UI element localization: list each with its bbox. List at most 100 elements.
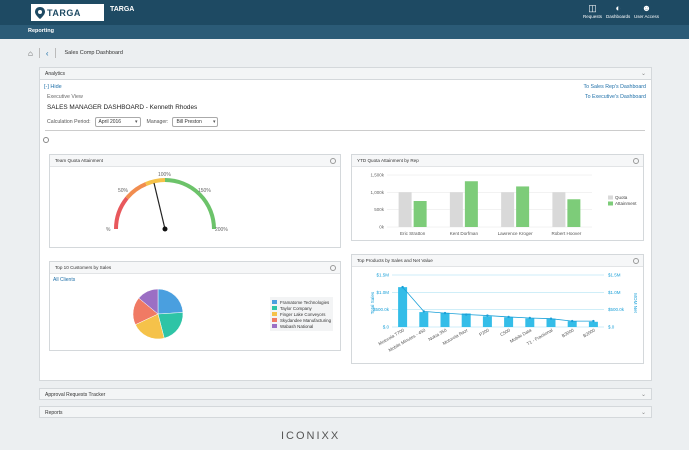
nav-user-access-label: User Access [634,14,660,19]
gear-icon[interactable] [633,257,639,264]
bar-total-sales[interactable] [525,318,535,327]
gear-icon[interactable] [330,157,336,164]
bar-total-sales[interactable] [440,312,450,327]
approval-tracker-panel[interactable]: Approval Requests Tracker ⌄ [39,388,652,400]
expand-chevron-icon[interactable]: ⌄ [640,410,646,416]
legend-item[interactable]: Skydandee Manufacturing [272,317,331,323]
bar-attainment[interactable] [567,199,581,227]
card-header: Top Products by Sales and Net Value [352,255,643,267]
reporting-menu[interactable]: Reporting [28,28,54,34]
settings-gear-icon[interactable] [43,137,49,143]
bar-quota[interactable] [449,192,463,227]
mom-net-point[interactable] [486,314,489,317]
calc-period-value: April 2016 [98,119,122,125]
mom-net-point[interactable] [465,313,468,316]
bar-quota[interactable] [398,192,412,227]
bar-attainment[interactable] [464,181,478,227]
legend-item[interactable]: Taylor Company [272,305,331,311]
nav-dashboards-label: Dashboards [606,14,631,19]
chevron-down-icon: ▾ [135,119,138,125]
sales-rep-dashboard-link[interactable]: To Sales Rep's Dashboard [583,84,646,90]
bar-attainment[interactable] [413,201,427,227]
legend-swatch [272,318,277,322]
bar-total-sales[interactable] [398,287,408,327]
y-tick-label: $.0 [383,325,390,330]
mom-net-point[interactable] [422,310,425,313]
y-axis-label: Total Sales [370,291,375,314]
bar-total-sales[interactable] [546,318,556,327]
ytd-bar-chart: 1,500k 1,000k 500k 0k Eric Stratton Kent Dorf… [370,173,637,237]
top-customers-card: Top 10 Customers by Sales All Clients Fr… [49,261,341,351]
legend-swatch [272,312,277,316]
mom-net-point[interactable] [401,285,404,289]
bar-quota[interactable] [552,192,566,227]
bar-total-sales[interactable] [588,321,598,327]
targa-logo[interactable]: TARGA [31,4,104,21]
calc-period-select[interactable]: April 2016 ▾ [94,117,141,127]
dashboard-title: SALES MANAGER DASHBOARD - Kenneth Rhodes [47,104,198,111]
gauge-label: 100% [158,172,171,178]
analytics-header[interactable]: Analytics ⌄ [40,68,651,80]
inbox-icon: ◫ [588,3,597,13]
executive-dashboard-link[interactable]: To Executive's Dashboard [584,94,646,100]
collapse-chevron-icon[interactable]: ⌄ [640,71,646,77]
mom-net-point[interactable] [507,315,510,319]
all-clients-link[interactable]: All Clients [53,277,76,283]
mom-net-point[interactable] [549,317,553,320]
hide-link[interactable]: [-] Hide [44,84,62,90]
logo-text: TARGA [47,7,81,18]
filters-row: Calculation Period: April 2016 ▾ Manager… [47,117,224,127]
nav-user-access[interactable]: ☻ User Access [634,3,659,19]
home-icon[interactable]: ⌂ [28,48,33,58]
reports-panel[interactable]: Reports ⌄ [39,406,652,418]
bar-attainment[interactable] [516,186,530,227]
bar-total-sales[interactable] [504,317,514,327]
mom-net-point[interactable] [443,311,447,315]
y2-tick-label: $.0 [608,325,615,330]
bar-quota[interactable] [501,192,515,227]
view-label: Executive View [47,94,83,100]
back-chevron-icon[interactable]: ‹ [45,48,49,58]
nav-requests[interactable]: ◫ Requests [583,3,602,19]
gauge-label: % [106,227,111,233]
y-tick-label: $1.5M [376,273,389,278]
legend-swatch [608,195,613,200]
x-tick-label: Robert Hoover [551,231,581,236]
team-quota-card: Team Quota Attainment % 50% 100% 150% 20… [49,154,341,248]
legend-item[interactable]: Framatome Technologies [272,299,331,305]
divider [45,130,645,131]
legend-label: Framatome Technologies [280,299,330,305]
gear-icon[interactable] [330,264,336,271]
gauge-needle [153,182,166,230]
page-title: Sales Comp Dashboard [64,50,123,56]
legend-item[interactable]: Finger Lake Conveyors [272,311,331,317]
expand-chevron-icon[interactable]: ⌄ [640,392,646,398]
y2-axis-label: MOM Net [633,293,638,313]
mom-net-point[interactable] [592,319,595,323]
app-name: TARGA [110,6,135,13]
calc-period-label: Calculation Period: [47,119,91,125]
y2-tick-label: $1.5M [608,273,621,278]
pie-slice[interactable] [138,288,159,315]
gear-icon[interactable] [633,157,639,164]
gauge-hub [162,226,168,232]
pie-slice[interactable] [135,313,165,340]
nav-dashboards[interactable]: ◐ Dashboards [606,3,630,19]
mom-net-point[interactable] [571,319,574,323]
pie-slice[interactable] [157,288,184,315]
top-bar: TARGA TARGA ◫ Requests ◐ Dashboards ☻ Us… [0,0,689,25]
gauge-label: 50% [118,188,129,194]
bar-total-sales[interactable] [419,312,429,327]
bar-total-sales[interactable] [482,316,492,327]
manager-select[interactable]: Bill Preston ▾ [172,117,219,127]
legend-swatch [272,300,277,304]
bar-total-sales[interactable] [567,321,577,327]
legend-label: Attainment [615,201,637,206]
x-tick-label: C500 [499,327,511,337]
chevron-down-icon: ▾ [212,119,216,125]
nav-requests-label: Requests [583,14,603,19]
legend-item[interactable]: Wabash National [272,323,331,329]
pie-slice[interactable] [157,312,184,339]
mom-net-point[interactable] [528,316,531,320]
bar-total-sales[interactable] [461,313,471,327]
